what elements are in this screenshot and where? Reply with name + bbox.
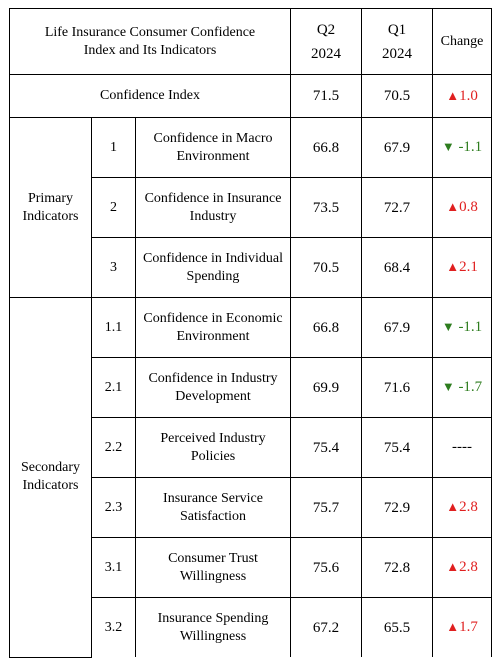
triangle-up-icon: ▲ [446,619,460,634]
row-code: 3.1 [91,537,136,598]
q1-year: 2024 [382,45,412,62]
row-code: 2.3 [91,477,136,538]
row-name: Confidence in Economic Environment [135,297,291,358]
table-row: 2.2 Perceived Industry Policies 75.4 75.… [10,417,492,478]
row-code: 3.2 [91,597,136,657]
row-q1: 75.4 [361,417,433,478]
row-name: Perceived Industry Policies [135,417,291,478]
triangle-up-icon: ▲ [446,259,460,274]
row-code: 2 [91,177,136,238]
q2-year: 2024 [311,45,341,62]
row-q2: 75.7 [290,477,362,538]
row-q2: 67.2 [290,597,362,657]
row-change: ▲2.8 [432,477,492,538]
q1-label: Q1 [387,21,407,38]
row-change: ▼ -1.1 [432,297,492,358]
row-change: ▲2.8 [432,537,492,598]
change-value: 2.8 [459,559,478,575]
row-change: ▲1.7 [432,597,492,657]
row-change: ---- [432,417,492,478]
table-title-text: Life Insurance Consumer Confidence Index… [44,24,256,58]
triangle-down-icon: ▼ [441,319,455,334]
row-q1: 71.6 [361,357,433,418]
triangle-down-icon: ▼ [441,139,455,154]
change-value: -1.1 [454,139,483,155]
triangle-up-icon: ▲ [446,559,460,574]
row-q1: 67.9 [361,117,433,178]
table-row: 3.1 Consumer Trust Willingness 75.6 72.8… [10,537,492,598]
table-row: 3 Confidence in Individual Spending 70.5… [10,237,492,298]
primary-group-text: Primary Indicators [22,190,79,224]
q2-label: Q2 [316,21,336,38]
primary-group-label: Primary Indicators [9,117,92,298]
row-name: Confidence in Individual Spending [135,237,291,298]
change-value: 2.8 [459,499,478,515]
change-value: 2.1 [459,259,478,275]
confidence-index-table: Life Insurance Consumer Confidence Index… [9,8,492,658]
confidence-index-q2: 71.5 [290,74,362,118]
row-name: Insurance Spending Willingness [135,597,291,657]
row-name: Confidence in Insurance Industry [135,177,291,238]
q1-header: Q1 2024 [361,8,433,75]
row-change: ▲2.1 [432,237,492,298]
table-row: 2 Confidence in Insurance Industry 73.5 … [10,177,492,238]
triangle-down-icon: ▼ [441,379,455,394]
secondary-group-label: Secondary Indicators [9,297,92,658]
header-row: Life Insurance Consumer Confidence Index… [9,8,492,75]
confidence-index-row: Confidence Index 71.5 70.5 ▲1.0 [9,74,492,118]
confidence-index-label: Confidence Index [9,74,291,118]
change-value: 1.7 [459,619,478,635]
change-header: Change [432,8,492,75]
confidence-index-change: ▲1.0 [432,74,492,118]
row-change: ▼ -1.7 [432,357,492,418]
table-row: Secondary Indicators 1.1 Confidence in E… [9,297,492,658]
secondary-group-text: Secondary Indicators [20,460,81,494]
row-q2: 66.8 [290,297,362,358]
row-change: ▼ -1.1 [432,117,492,178]
row-code: 1 [91,117,136,178]
change-value: -1.1 [454,319,483,335]
row-change: ▲0.8 [432,177,492,238]
row-code: 1.1 [91,297,136,358]
row-q2: 69.9 [290,357,362,418]
row-q2: 75.6 [290,537,362,598]
row-code: 3 [91,237,136,298]
row-q1: 72.7 [361,177,433,238]
table-row: 3.2 Insurance Spending Willingness 67.2 … [10,597,492,657]
change-value: 0.8 [459,199,478,215]
triangle-up-icon: ▲ [446,199,460,214]
row-name: Confidence in Macro Environment [135,117,291,178]
row-q2: 66.8 [290,117,362,178]
row-name: Insurance Service Satisfaction [135,477,291,538]
change-value: -1.7 [454,379,483,395]
triangle-up-icon: ▲ [446,499,460,514]
row-code: 2.2 [91,417,136,478]
row-q1: 65.5 [361,597,433,657]
table-row: 2.1 Confidence in Industry Development 6… [10,357,492,418]
q2-header: Q2 2024 [290,8,362,75]
table-title: Life Insurance Consumer Confidence Index… [9,8,291,75]
row-q1: 72.8 [361,537,433,598]
table-row: Primary Indicators 1 Confidence in Macro… [9,117,492,298]
row-name: Consumer Trust Willingness [135,537,291,598]
row-q1: 68.4 [361,237,433,298]
change-value: ---- [452,439,472,455]
confidence-index-q1: 70.5 [361,74,433,118]
row-q1: 72.9 [361,477,433,538]
change-value: 1.0 [459,87,478,104]
row-q1: 67.9 [361,297,433,358]
row-q2: 75.4 [290,417,362,478]
row-code: 2.1 [91,357,136,418]
row-q2: 73.5 [290,177,362,238]
row-name: Confidence in Industry Development [135,357,291,418]
triangle-up-icon: ▲ [446,87,460,103]
row-q2: 70.5 [290,237,362,298]
